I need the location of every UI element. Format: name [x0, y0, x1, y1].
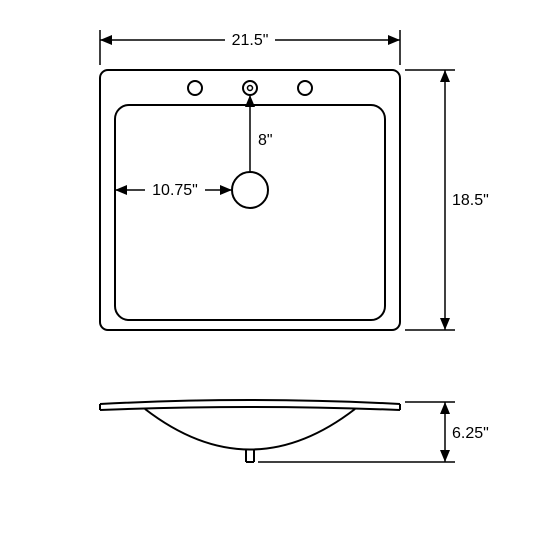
dim-width: 21.5" [100, 28, 400, 65]
dim-width-label: 21.5" [232, 32, 269, 49]
dim-height-label: 18.5" [452, 192, 489, 209]
dim-height: 18.5" [405, 70, 500, 330]
sink-side-view [100, 400, 400, 462]
drain-hole [232, 172, 268, 208]
dim-faucet-label: 8" [258, 132, 273, 149]
dim-half-width: 10.75" [115, 178, 232, 202]
sink-dimension-diagram: 21.5" 8" 10.75" 18.5" [0, 0, 550, 550]
dim-depth: 6.25" [258, 402, 489, 462]
dim-halfwidth-label: 10.75" [152, 182, 198, 199]
faucet-holes [188, 81, 312, 95]
dim-faucet-spread: 8" [245, 95, 286, 172]
dim-depth-label: 6.25" [452, 425, 489, 442]
